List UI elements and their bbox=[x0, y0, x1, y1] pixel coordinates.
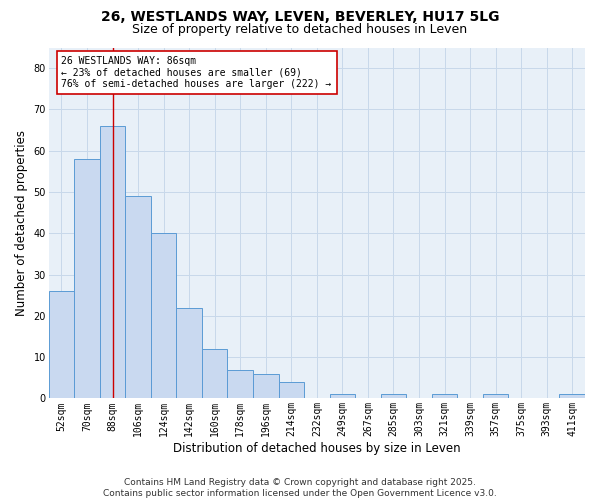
Bar bbox=[559, 394, 585, 398]
Bar bbox=[483, 394, 508, 398]
Bar bbox=[278, 382, 304, 398]
Bar bbox=[74, 159, 100, 398]
Bar bbox=[125, 196, 151, 398]
Text: Size of property relative to detached houses in Leven: Size of property relative to detached ho… bbox=[133, 22, 467, 36]
Text: Contains HM Land Registry data © Crown copyright and database right 2025.
Contai: Contains HM Land Registry data © Crown c… bbox=[103, 478, 497, 498]
Bar bbox=[176, 308, 202, 398]
Bar bbox=[49, 291, 74, 399]
Bar bbox=[253, 374, 278, 398]
Bar bbox=[202, 349, 227, 399]
X-axis label: Distribution of detached houses by size in Leven: Distribution of detached houses by size … bbox=[173, 442, 461, 455]
Bar bbox=[380, 394, 406, 398]
Text: 26 WESTLANDS WAY: 86sqm
← 23% of detached houses are smaller (69)
76% of semi-de: 26 WESTLANDS WAY: 86sqm ← 23% of detache… bbox=[61, 56, 332, 89]
Bar bbox=[100, 126, 125, 398]
Text: 26, WESTLANDS WAY, LEVEN, BEVERLEY, HU17 5LG: 26, WESTLANDS WAY, LEVEN, BEVERLEY, HU17… bbox=[101, 10, 499, 24]
Y-axis label: Number of detached properties: Number of detached properties bbox=[15, 130, 28, 316]
Bar bbox=[329, 394, 355, 398]
Bar bbox=[151, 234, 176, 398]
Bar bbox=[432, 394, 457, 398]
Bar bbox=[227, 370, 253, 398]
